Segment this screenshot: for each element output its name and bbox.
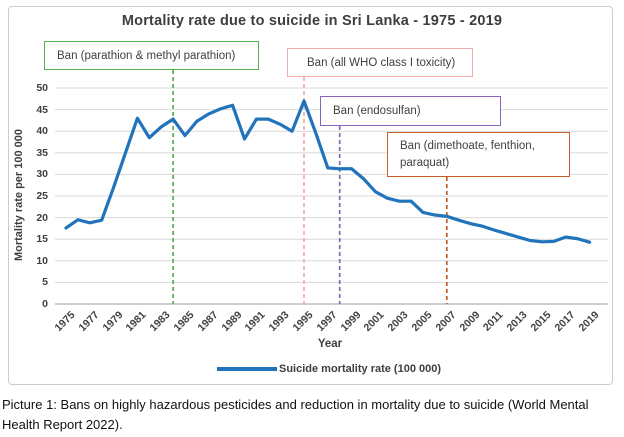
y-tick-label: 20 xyxy=(36,211,48,224)
annotation-ban-parathion: Ban (parathion & methyl parathion) xyxy=(44,41,259,70)
y-tick-label: 50 xyxy=(36,82,48,94)
y-tick-label: 15 xyxy=(36,233,48,246)
chart-title: Mortality rate due to suicide in Sri Lan… xyxy=(121,13,503,29)
y-tick-label: 35 xyxy=(36,146,48,159)
y-tick-label: 5 xyxy=(42,276,48,289)
legend-line-swatch xyxy=(217,367,277,371)
y-tick-label: 25 xyxy=(36,190,48,202)
annotation-ban-dimethoate: Ban (dimethoate, fenthion, paraquat) xyxy=(387,132,570,177)
annotation-ban-who-class1: Ban (all WHO class I toxicity) xyxy=(287,48,473,77)
y-tick-label: 10 xyxy=(36,254,48,267)
y-tick-label: 40 xyxy=(36,125,48,138)
x-axis-title: Year xyxy=(317,338,343,350)
legend-label: Suicide mortality rate (100 000) xyxy=(279,363,442,375)
figure-caption: Picture 1: Bans on highly hazardous pest… xyxy=(2,397,589,432)
annotation-ban-endosulfan: Ban (endosulfan) xyxy=(320,96,501,126)
y-tick-label: 30 xyxy=(36,168,48,181)
y-tick-label: 45 xyxy=(36,103,48,116)
y-tick-label: 0 xyxy=(42,298,48,310)
legend: Suicide mortality rate (100 000) xyxy=(217,363,441,375)
